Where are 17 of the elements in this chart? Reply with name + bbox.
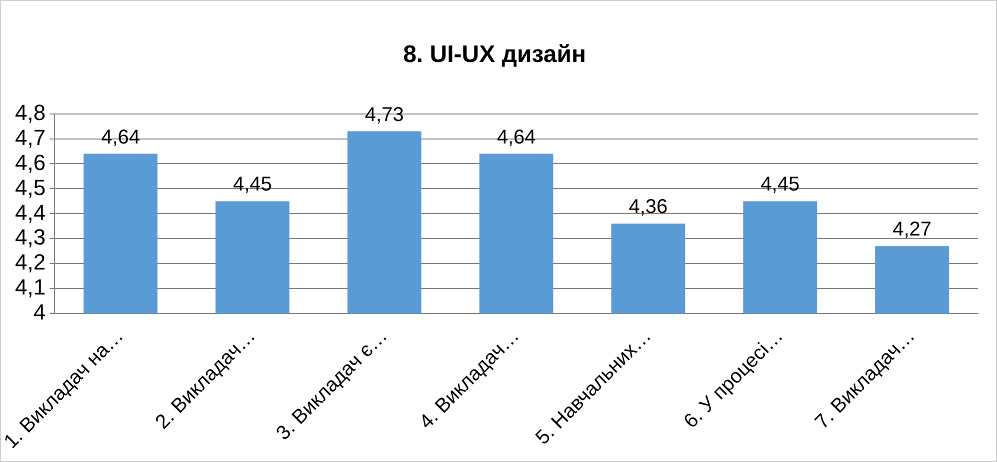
data-label: 4,45 bbox=[760, 174, 800, 196]
data-label: 4,73 bbox=[364, 104, 404, 126]
y-tick-label: 4,2 bbox=[14, 250, 46, 275]
y-tick-label: 4 bbox=[33, 300, 46, 325]
y-tick-label: 4,4 bbox=[14, 200, 46, 225]
data-label: 4,64 bbox=[496, 126, 536, 148]
y-tick-label: 4,8 bbox=[14, 100, 46, 125]
y-tick-label: 4,1 bbox=[14, 274, 46, 300]
chart-title: 8. UI-UX дизайн bbox=[403, 41, 586, 68]
y-tick-label: 4,7 bbox=[14, 124, 46, 150]
data-label: 4,64 bbox=[101, 126, 140, 148]
data-label: 4,27 bbox=[892, 218, 932, 241]
data-label: 4,45 bbox=[232, 174, 272, 196]
data-label: 4,36 bbox=[628, 196, 668, 218]
y-tick-label: 4,3 bbox=[14, 224, 46, 250]
y-tick-label: 4,5 bbox=[14, 174, 46, 200]
y-tick-label: 4,6 bbox=[14, 150, 46, 175]
